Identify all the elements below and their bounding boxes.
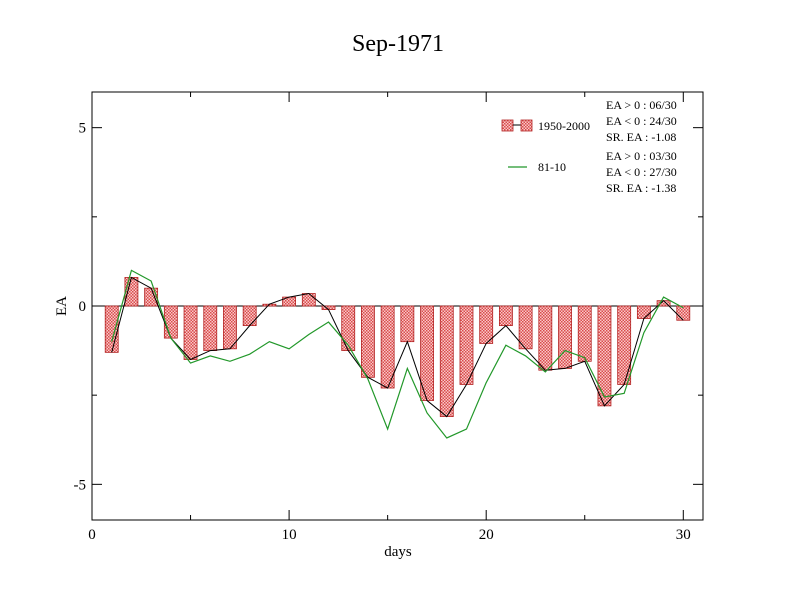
stats-81-10-sr: SR. EA : -1.38 bbox=[606, 181, 676, 195]
bar bbox=[459, 305, 474, 385]
bar bbox=[163, 305, 178, 339]
bar bbox=[676, 305, 691, 321]
stats-1950-2000-negative: EA < 0 : 24/30 bbox=[606, 114, 677, 128]
x-axis-label: days bbox=[384, 544, 412, 560]
series-line-1950-2000 bbox=[111, 276, 684, 418]
legend-bar-swatch-right bbox=[520, 119, 533, 132]
series-line-81-10 bbox=[111, 269, 684, 439]
chart-title: Sep-1971 bbox=[352, 31, 444, 57]
legend-label-81-10: 81-10 bbox=[538, 160, 566, 174]
y-tick-label: 0 bbox=[79, 299, 87, 315]
bar bbox=[597, 305, 612, 407]
x-tick-label: 30 bbox=[676, 527, 691, 543]
y-axis-label: EA bbox=[54, 296, 70, 316]
bar bbox=[183, 305, 198, 360]
legend-label-1950-2000: 1950-2000 bbox=[538, 119, 590, 133]
x-tick-label: 20 bbox=[479, 527, 494, 543]
axis-ticks: 0 10 20 30 -5 0 5 bbox=[74, 92, 703, 543]
bar bbox=[223, 305, 237, 350]
x-tick-label: 0 bbox=[88, 527, 96, 543]
bar bbox=[617, 305, 632, 385]
bar bbox=[400, 305, 415, 343]
bar bbox=[203, 305, 218, 351]
bar bbox=[242, 305, 257, 327]
y-tick-label: -5 bbox=[74, 477, 87, 493]
stats-1950-2000-positive: EA > 0 : 06/30 bbox=[606, 98, 677, 112]
bar bbox=[498, 305, 513, 327]
legend-bar-swatch-left bbox=[501, 119, 514, 132]
bar bbox=[341, 305, 356, 351]
bars-layer bbox=[104, 277, 691, 417]
bar bbox=[144, 287, 159, 307]
bar bbox=[301, 293, 316, 307]
stats-81-10-negative: EA < 0 : 27/30 bbox=[606, 165, 677, 179]
bar bbox=[361, 305, 375, 378]
bar bbox=[558, 305, 572, 369]
lines-layer bbox=[111, 269, 684, 439]
legend: 1950-2000 81-10 EA > 0 : 06/30 EA < 0 : … bbox=[501, 98, 677, 195]
bar bbox=[518, 305, 533, 350]
bar bbox=[636, 305, 651, 319]
bar bbox=[479, 305, 494, 344]
bar bbox=[380, 305, 395, 389]
bar bbox=[577, 305, 592, 362]
bar bbox=[439, 305, 454, 417]
y-tick-label: 5 bbox=[79, 121, 87, 137]
stats-1950-2000-sr: SR. EA : -1.08 bbox=[606, 130, 676, 144]
bar bbox=[104, 305, 119, 353]
stats-81-10-positive: EA > 0 : 03/30 bbox=[606, 149, 677, 163]
bar bbox=[124, 277, 139, 307]
x-tick-label: 10 bbox=[282, 527, 297, 543]
bar bbox=[538, 305, 553, 371]
